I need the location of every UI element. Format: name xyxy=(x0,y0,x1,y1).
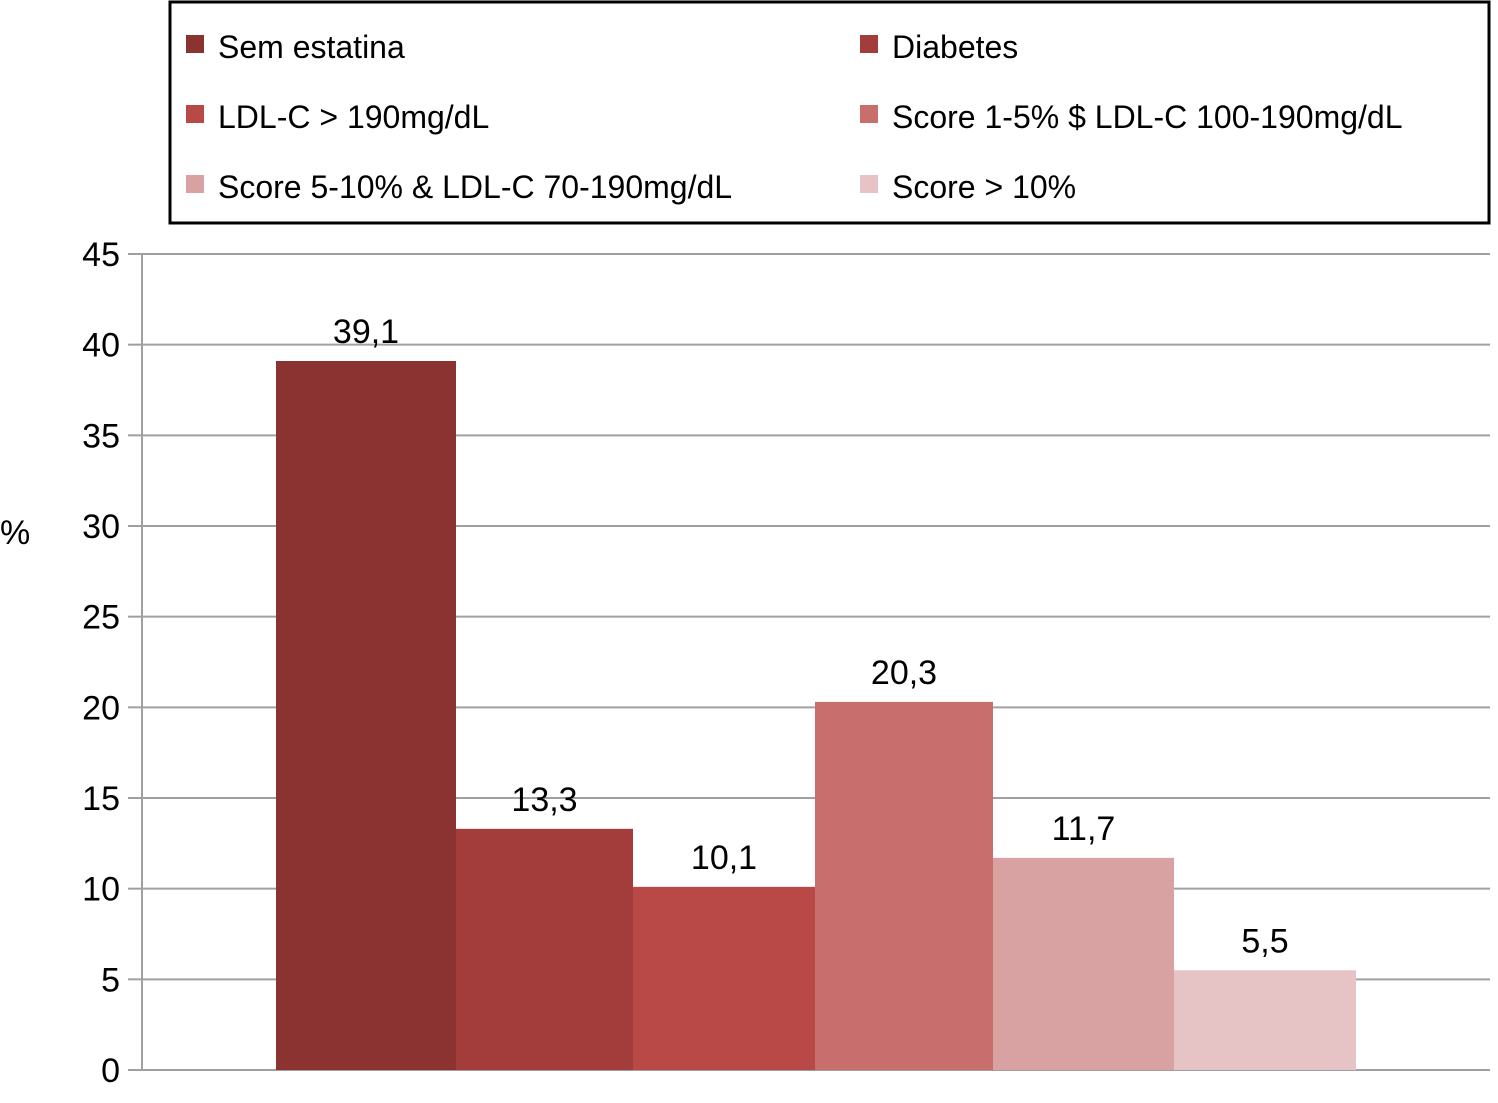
y-tick-label: 20 xyxy=(82,689,120,727)
y-tick-label: 40 xyxy=(82,327,120,365)
legend-swatch xyxy=(860,105,878,123)
legend-swatch xyxy=(186,175,204,193)
y-tick-label: 25 xyxy=(82,599,120,637)
legend-box xyxy=(168,0,1491,225)
y-tick-label: 5 xyxy=(101,961,120,999)
data-label: 13,3 xyxy=(511,781,577,819)
legend-label: Diabetes xyxy=(892,29,1018,65)
data-label: 39,1 xyxy=(333,313,399,351)
y-tick-label: 0 xyxy=(101,1052,120,1090)
data-label: 20,3 xyxy=(871,654,937,692)
bar xyxy=(276,360,456,1070)
data-label: 10,1 xyxy=(691,839,757,877)
legend-swatch xyxy=(860,175,878,193)
bar xyxy=(815,701,993,1070)
legend-label: Score > 10% xyxy=(892,169,1076,205)
legend-label: Score 1-5% $ LDL-C 100-190mg/dL xyxy=(892,99,1403,135)
y-tick-label: 45 xyxy=(82,236,120,274)
bar xyxy=(993,857,1174,1070)
y-tick-label: 35 xyxy=(82,417,120,455)
data-label: 5,5 xyxy=(1241,922,1288,960)
bar xyxy=(633,886,815,1070)
y-tick-label: 10 xyxy=(82,871,120,909)
legend-swatch xyxy=(860,35,878,53)
y-tick-label: 30 xyxy=(82,508,120,546)
bar xyxy=(456,828,633,1070)
legend-swatch xyxy=(186,105,204,123)
legend-label: Score 5-10% & LDL-C 70-190mg/dL xyxy=(218,169,732,205)
legend-label: Sem estatina xyxy=(218,29,405,65)
y-axis-label: % xyxy=(0,514,30,552)
legend-swatch xyxy=(186,35,204,53)
legend-label: LDL-C > 190mg/dL xyxy=(218,99,489,135)
data-label: 11,7 xyxy=(1052,810,1116,848)
y-tick-label: 15 xyxy=(82,780,120,818)
bar xyxy=(1174,970,1356,1070)
